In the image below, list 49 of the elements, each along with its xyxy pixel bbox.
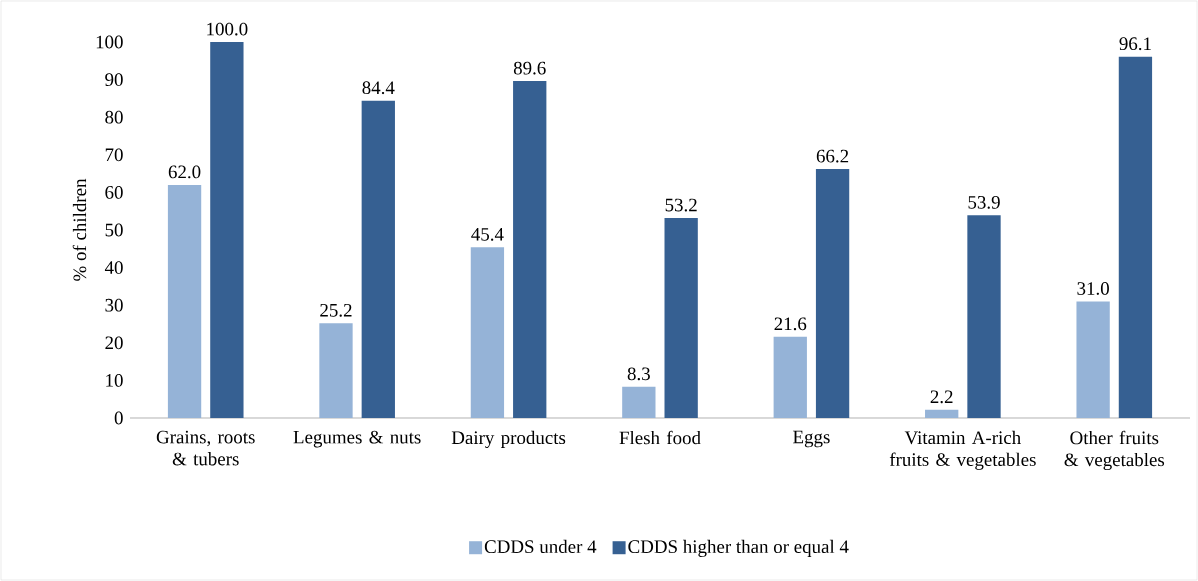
data-label: 53.9 [968, 196, 1000, 209]
bar [925, 409, 959, 418]
data-label: 66.2 [816, 149, 849, 163]
data-label: 31.0 [1077, 282, 1109, 295]
y-tick-label: 20 [105, 336, 123, 350]
bar [319, 323, 353, 418]
bar [210, 42, 244, 418]
bar [167, 184, 202, 418]
data-label: 2.2 [930, 390, 953, 404]
y-tick-label: 70 [105, 148, 123, 162]
bar [1118, 56, 1153, 418]
x-tick-label: Legumes & nuts [293, 430, 421, 448]
y-tick-label: 0 [114, 411, 123, 425]
legend-label: CDDS under 4 [484, 539, 597, 554]
data-label: 84.4 [362, 81, 395, 95]
data-label: 100.0 [207, 22, 248, 36]
y-tick-label: 60 [105, 186, 123, 199]
data-label: 25.2 [320, 303, 352, 317]
x-tick-label: Other fruits & vegetables [1064, 430, 1165, 471]
y-tick-label: 10 [106, 374, 123, 387]
bar [470, 247, 505, 418]
x-tick-label: Dairy products [451, 430, 566, 448]
y-tick-label: 30 [105, 298, 123, 312]
x-tick-label: Flesh food [619, 430, 701, 445]
x-tick-label: Vitamin A-rich fruits & vegetables [889, 430, 1036, 470]
x-tick-label: Eggs [793, 430, 830, 448]
y-tick-label: 80 [105, 110, 123, 124]
data-label: 62.0 [168, 165, 201, 179]
bar [773, 336, 807, 418]
data-label: 53.2 [665, 198, 697, 212]
data-label: 45.4 [471, 228, 504, 241]
data-label: 21.6 [774, 317, 807, 331]
data-label: 96.1 [1119, 37, 1151, 51]
x-tick-label: Grains, roots & tubers [156, 430, 255, 466]
y-tick-label: 100 [96, 35, 123, 49]
data-label: 89.6 [513, 61, 546, 75]
y-tick-label: 90 [105, 73, 123, 86]
bar [361, 100, 395, 418]
legend-label: CDDS higher than or equal 4 [628, 539, 849, 557]
y-tick-label: 40 [104, 261, 123, 274]
data-label: 8.3 [627, 367, 650, 381]
y-axis-title: % of children [72, 178, 87, 281]
bar [513, 81, 547, 418]
y-tick-label: 50 [105, 223, 123, 237]
bar [622, 386, 656, 418]
bar [815, 169, 850, 418]
bar [1076, 301, 1110, 418]
bar [967, 215, 1001, 418]
bar [664, 217, 698, 418]
